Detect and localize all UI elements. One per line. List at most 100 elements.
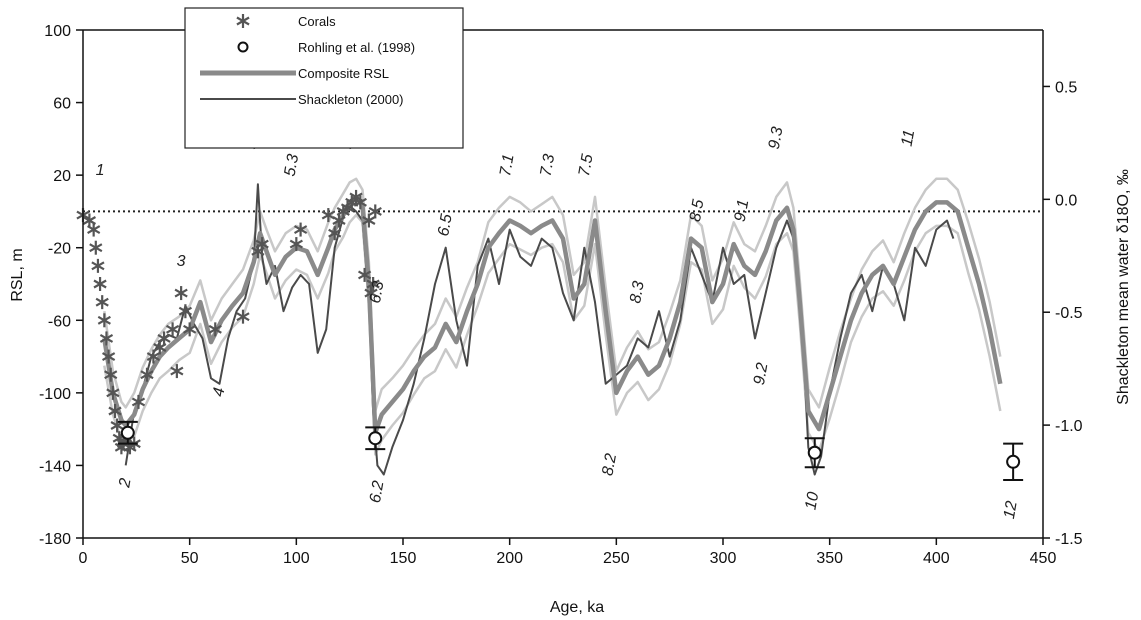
coral-point-stroke — [110, 421, 124, 430]
coral-point-stroke — [165, 324, 180, 334]
stage-label: 5.3 — [282, 153, 303, 178]
composite-rsl-upper-bound — [103, 177, 1002, 413]
coral-point-stroke — [178, 306, 193, 316]
x-tick-label: 0 — [79, 550, 88, 567]
legend-symbol-corals-stroke — [236, 16, 250, 26]
coral-point-stroke — [99, 333, 114, 343]
y2-tick-label: -0.5 — [1055, 305, 1083, 322]
coral-point — [87, 222, 101, 237]
legend-item-composite-rsl: Composite RSL — [200, 66, 389, 81]
composite-rsl-lower-bound — [103, 213, 1002, 456]
coral-point — [178, 304, 193, 319]
coral-point-stroke — [97, 315, 111, 325]
coral-point-stroke — [106, 388, 120, 398]
legend-label-rohling: Rohling et al. (1998) — [298, 40, 415, 55]
coral-point-stroke — [364, 288, 378, 298]
y-tick-label: -60 — [48, 313, 71, 330]
coral-point — [174, 286, 188, 301]
coral-point-stroke — [174, 288, 188, 298]
y2-tick-label: 0.5 — [1055, 79, 1077, 96]
coral-point-stroke — [251, 246, 265, 256]
rohling-marker — [368, 431, 383, 446]
rohling-point — [1003, 442, 1024, 481]
coral-point — [146, 349, 161, 364]
legend-box — [184, 7, 464, 149]
stage-label: 9.3 — [766, 126, 787, 151]
y-tick-label: -180 — [39, 531, 71, 548]
coral-point-stroke — [332, 216, 346, 225]
coral-point — [364, 286, 378, 301]
x-tick-label: 50 — [181, 550, 199, 567]
coral-point — [140, 367, 154, 382]
y-tick-label: 20 — [53, 168, 71, 185]
legend-label-corals: Corals — [298, 14, 336, 29]
rohling-point — [365, 426, 386, 451]
y-tick-label: 60 — [53, 96, 71, 113]
stage-label: 3 — [177, 253, 186, 270]
x-tick-label: 300 — [710, 550, 737, 567]
rohling-marker — [120, 425, 135, 440]
y-tick-label: 100 — [44, 23, 71, 40]
coral-point-stroke — [366, 279, 380, 289]
coral-point — [97, 313, 111, 328]
coral-point-stroke — [328, 228, 342, 238]
x-tick-label: 450 — [1030, 550, 1057, 567]
coral-point — [236, 309, 250, 324]
stage-label: 10 — [803, 491, 823, 512]
stage-label: 6.2 — [367, 479, 388, 504]
stage-label: 8.5 — [687, 198, 708, 223]
legend: Corals Rohling et al. (1998) Composite R… — [184, 7, 464, 149]
x-axis-title: Age, ka — [550, 599, 604, 616]
coral-point-stroke — [293, 225, 308, 235]
y2-axis-title: Shackleton mean water δ18O, ‰ — [1115, 169, 1132, 405]
stage-label: 9.1 — [732, 198, 753, 223]
coral-point-stroke — [131, 397, 146, 407]
coral-point-stroke — [255, 239, 269, 249]
stage-label: 2 — [116, 477, 134, 490]
legend-label-composite-rsl: Composite RSL — [298, 66, 389, 81]
stage-label: 4 — [210, 386, 228, 398]
y2-tick-label: -1.0 — [1055, 418, 1083, 435]
stage-label: 8.2 — [599, 452, 620, 477]
coral-point — [183, 322, 197, 337]
coral-point — [255, 237, 269, 252]
x-tick-label: 150 — [390, 550, 417, 567]
plot-area — [76, 177, 1043, 481]
y-tick-label: -100 — [39, 386, 71, 403]
coral-point-stroke — [95, 297, 109, 307]
coral-point-stroke — [89, 243, 103, 253]
y2-tick-label: 0.0 — [1055, 192, 1077, 209]
rohling-marker — [807, 445, 822, 460]
stage-label: 11 — [899, 128, 919, 147]
stage-label: 9.2 — [751, 361, 772, 386]
stage-label: 8.3 — [627, 280, 648, 305]
coral-point-stroke — [368, 206, 382, 216]
legend-item-rohling: Rohling et al. (1998) — [237, 40, 415, 55]
coral-point — [93, 277, 107, 291]
rohling-point — [804, 437, 825, 469]
series-line-composite-rsl — [102, 194, 1003, 436]
coral-point — [131, 394, 146, 409]
coral-point — [170, 364, 184, 379]
x-tick-label: 350 — [816, 550, 843, 567]
coral-point-stroke — [289, 239, 303, 249]
stage-label: 1 — [96, 162, 105, 179]
coral-point — [165, 322, 180, 337]
y-tick-label: -20 — [48, 241, 71, 258]
coral-point-stroke — [157, 333, 171, 343]
coral-point — [353, 195, 367, 210]
coral-point-stroke — [340, 203, 355, 213]
coral-point — [110, 418, 124, 433]
coral-point — [89, 240, 103, 255]
stage-label: 7.1 — [497, 153, 518, 178]
coral-point — [95, 295, 109, 310]
coral-point — [101, 349, 116, 364]
y2-tick-label: -1.5 — [1055, 531, 1083, 548]
legend-symbol-rohling — [237, 41, 249, 53]
coral-point-stroke — [140, 370, 154, 380]
coral-point — [157, 331, 171, 346]
coral-point-stroke — [362, 216, 376, 225]
coral-point-stroke — [146, 352, 161, 362]
x-tick-label: 200 — [496, 550, 523, 567]
coral-point-stroke — [170, 366, 184, 376]
